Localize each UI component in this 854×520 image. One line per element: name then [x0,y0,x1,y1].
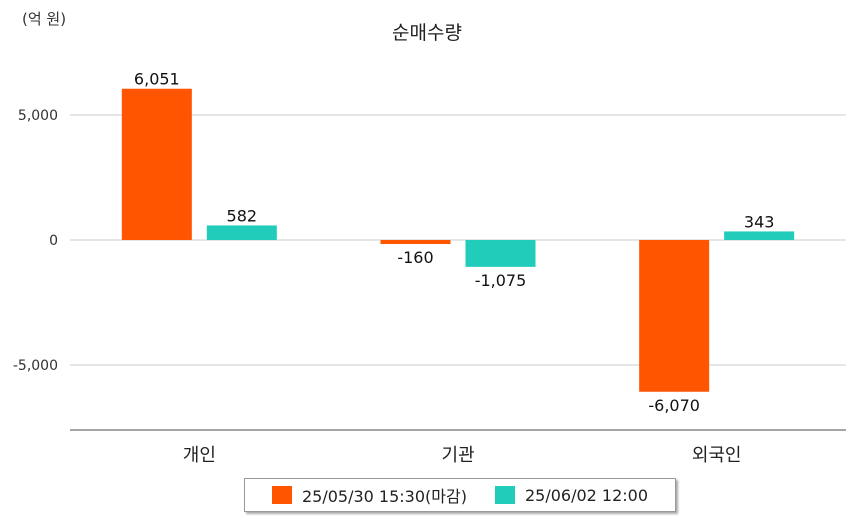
legend-swatch-series-0 [271,486,292,504]
data-label-개인-series-1: 582 [227,206,258,225]
x-tick-label-2: 외국인 [692,445,742,466]
bar-외국인-series-0 [639,240,710,392]
data-label-외국인-series-0: -6,070 [648,396,700,415]
bar-외국인-series-1 [724,231,795,240]
bar-기관-series-0 [380,240,451,244]
legend-label-series-0: 25/05/30 15:30(마감) [301,487,467,506]
legend: 25/05/30 15:30(마감) 25/06/02 12:00 [244,478,676,512]
chart-title: 순매수량 [392,22,462,44]
data-label-개인-series-0: 6,051 [134,70,180,89]
data-label-기관-series-1: -1,075 [475,271,527,290]
legend-item-series-0: 25/05/30 15:30(마감) [271,483,467,507]
legend-item-series-1: 25/06/02 12:00 [494,485,649,505]
y-tick-label-1: 0 [49,233,58,249]
bar-개인-series-0 [121,88,192,240]
bar-개인-series-1 [206,225,277,240]
y-tick-label-0: 5,000 [18,108,58,124]
data-label-외국인-series-1: 343 [744,212,775,231]
x-tick-label-0: 개인 [183,445,216,466]
legend-swatch-series-1 [494,486,515,504]
data-label-기관-series-0: -160 [397,248,433,267]
unit-label: (억 원) [22,10,67,28]
legend-label-series-1: 25/06/02 12:00 [524,485,649,505]
y-tick-label-2: -5,000 [13,358,58,374]
bar-기관-series-1 [465,240,536,267]
x-tick-label-1: 기관 [441,445,474,466]
